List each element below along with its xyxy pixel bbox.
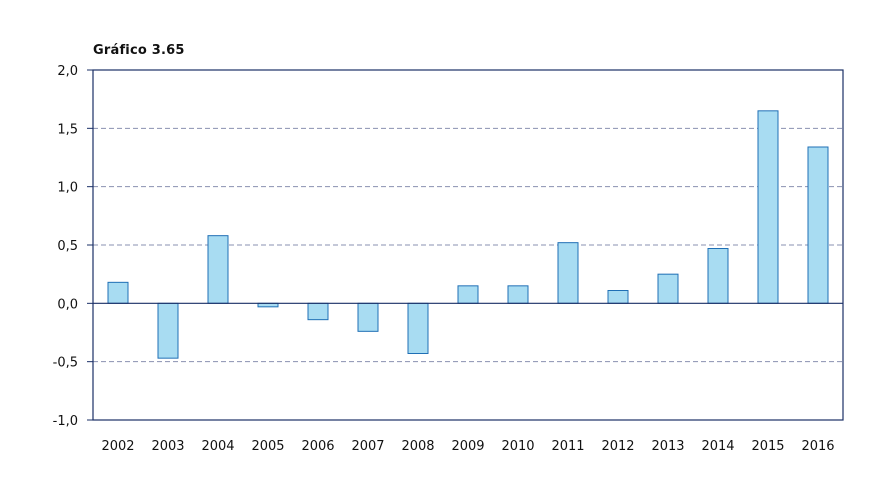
- bar-2014: [707, 248, 729, 304]
- x-tick-label: 2010: [501, 439, 534, 454]
- x-tick-label: 2013: [651, 439, 684, 454]
- x-tick-label: 2016: [801, 439, 834, 454]
- y-tick-label: -1,0: [53, 414, 78, 429]
- axes: [87, 69, 844, 421]
- bar-2009: [457, 285, 479, 304]
- y-tick-label: 1,0: [57, 181, 78, 196]
- bar-2003: [157, 302, 179, 359]
- y-tick-label: 0,5: [57, 239, 78, 254]
- bar-2011: [557, 242, 579, 304]
- bar-2016: [807, 146, 829, 304]
- grid-lines: [93, 127, 843, 363]
- x-tick-label: 2012: [601, 439, 634, 454]
- x-tick-label: 2014: [701, 439, 734, 454]
- bar-2004: [207, 235, 229, 304]
- plot-frame: [92, 69, 844, 421]
- bar-2010: [507, 285, 529, 304]
- bar-2006: [307, 302, 329, 321]
- x-tick-label: 2009: [451, 439, 484, 454]
- chart-title: Gráfico 3.65: [93, 43, 185, 58]
- bars: [107, 110, 829, 359]
- x-tick-label: 2007: [351, 439, 384, 454]
- y-tick-labels: -1,0 -0,5 0,0 0,5 1,0 1,5 2,0: [53, 64, 78, 429]
- bar-2008: [407, 302, 429, 355]
- bar-2012: [607, 290, 629, 304]
- x-tick-labels: 2002 2003 2004 2005 2006 2007 2008 2009 2010 2011…: [101, 439, 834, 454]
- x-tick-label: 2002: [101, 439, 134, 454]
- bar-2015: [757, 110, 779, 304]
- x-tick-label: 2005: [251, 439, 284, 454]
- x-tick-label: 2006: [301, 439, 334, 454]
- y-tick-label: 2,0: [57, 64, 78, 79]
- x-tick-label: 2004: [201, 439, 234, 454]
- x-tick-label: 2011: [551, 439, 584, 454]
- bar-2013: [657, 273, 679, 304]
- x-tick-label: 2008: [401, 439, 434, 454]
- x-tick-label: 2003: [151, 439, 184, 454]
- y-tick-label: 1,5: [57, 122, 78, 137]
- bar-2007: [357, 302, 379, 332]
- y-tick-label: -0,5: [53, 356, 78, 371]
- bar-2002: [107, 281, 129, 304]
- x-tick-label: 2015: [751, 439, 784, 454]
- y-tick-label: 0,0: [57, 297, 78, 312]
